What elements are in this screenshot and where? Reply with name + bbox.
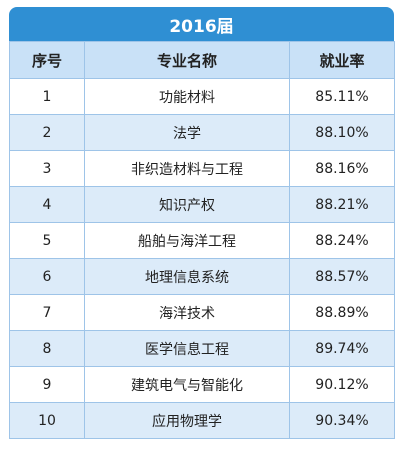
cell-major: 应用物理学 (84, 402, 290, 439)
cell-major: 医学信息工程 (84, 330, 290, 367)
cell-major: 知识产权 (84, 186, 290, 223)
cell-rate: 88.21% (289, 186, 395, 223)
cell-index: 9 (9, 366, 85, 403)
table-row: 4 知识产权 88.21% (9, 186, 395, 223)
cell-index: 10 (9, 402, 85, 439)
cell-index: 1 (9, 78, 85, 115)
header-index: 序号 (9, 41, 85, 79)
cell-rate: 90.12% (289, 366, 395, 403)
table-row: 5 船舶与海洋工程 88.24% (9, 222, 395, 259)
table-row: 8 医学信息工程 89.74% (9, 330, 395, 367)
table-row: 6 地理信息系统 88.57% (9, 258, 395, 295)
cell-major: 功能材料 (84, 78, 290, 115)
table-row: 2 法学 88.10% (9, 114, 395, 151)
table-row: 10 应用物理学 90.34% (9, 402, 395, 439)
header-rate: 就业率 (289, 41, 395, 79)
cell-rate: 88.16% (289, 150, 395, 187)
cell-major: 地理信息系统 (84, 258, 290, 295)
cell-major: 非织造材料与工程 (84, 150, 290, 187)
header-major: 专业名称 (84, 41, 290, 79)
cell-major: 船舶与海洋工程 (84, 222, 290, 259)
table-title: 2016届 (9, 7, 394, 41)
cell-major: 建筑电气与智能化 (84, 366, 290, 403)
cell-rate: 90.34% (289, 402, 395, 439)
cell-index: 8 (9, 330, 85, 367)
header-row: 序号 专业名称 就业率 (9, 41, 395, 79)
cell-index: 2 (9, 114, 85, 151)
cell-rate: 88.57% (289, 258, 395, 295)
cell-major: 海洋技术 (84, 294, 290, 331)
employment-rate-table: 序号 专业名称 就业率 1 功能材料 85.11% 2 法学 88.10% 3 … (9, 41, 395, 439)
cell-rate: 88.10% (289, 114, 395, 151)
cell-rate: 88.24% (289, 222, 395, 259)
cell-index: 3 (9, 150, 85, 187)
cell-index: 7 (9, 294, 85, 331)
cell-rate: 85.11% (289, 78, 395, 115)
cell-rate: 89.74% (289, 330, 395, 367)
table-row: 7 海洋技术 88.89% (9, 294, 395, 331)
employment-table-container: 2016届 序号 专业名称 就业率 1 功能材料 85.11% 2 法学 88.… (9, 7, 395, 439)
cell-major: 法学 (84, 114, 290, 151)
cell-index: 5 (9, 222, 85, 259)
cell-index: 6 (9, 258, 85, 295)
table-row: 9 建筑电气与智能化 90.12% (9, 366, 395, 403)
table-row: 1 功能材料 85.11% (9, 78, 395, 115)
cell-rate: 88.89% (289, 294, 395, 331)
table-row: 3 非织造材料与工程 88.16% (9, 150, 395, 187)
cell-index: 4 (9, 186, 85, 223)
